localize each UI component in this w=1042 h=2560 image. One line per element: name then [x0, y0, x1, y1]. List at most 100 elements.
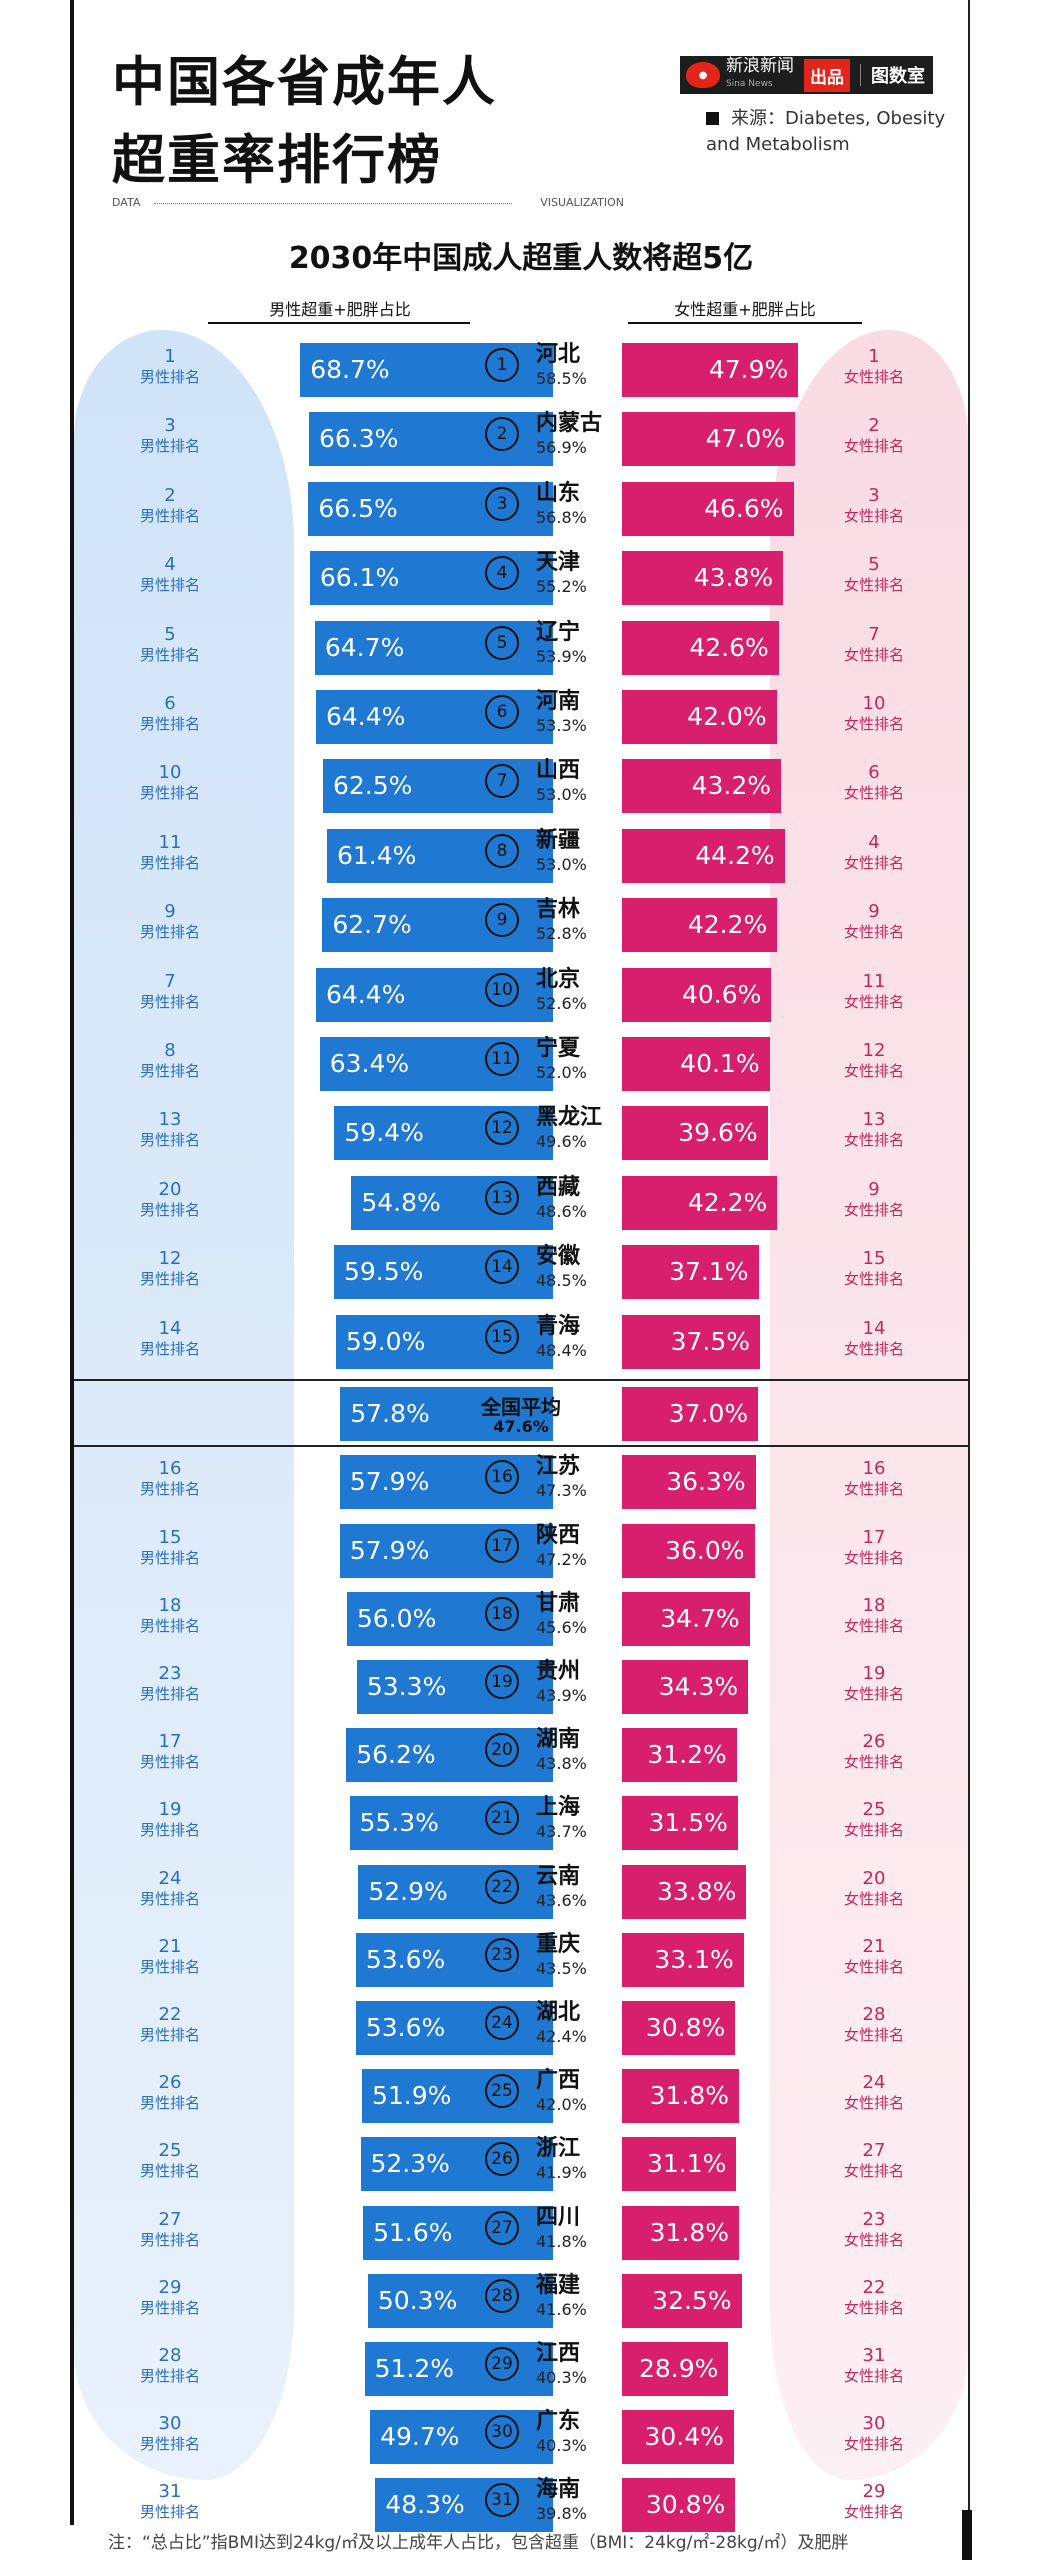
male-value-label: 59.5%	[344, 1257, 424, 1287]
table-row: 57.9% 15 男性排名 17 陕西 47.2% 36.0% 17 女性排名	[74, 1521, 968, 1581]
province-name: 天津	[536, 550, 581, 576]
province-total: 53.3%	[536, 716, 587, 735]
female-silhouette-background	[770, 330, 968, 2480]
table-row: 64.4% 6 男性排名 6 河南 53.3% 42.0% 10 女性排名	[74, 687, 968, 747]
male-rank: 16 男性排名	[132, 1458, 208, 1498]
female-rank: 29 女性排名	[834, 2481, 914, 2521]
female-rank-label: 女性排名	[843, 2367, 904, 2385]
male-rank: 7 男性排名	[132, 971, 208, 1011]
table-row: 53.6% 21 男性排名 23 重庆 43.5% 33.1% 21 女性排名	[74, 1930, 968, 1990]
female-rank: 21 女性排名	[834, 1936, 914, 1976]
female-rank-number: 4	[868, 831, 880, 853]
province-total: 53.0%	[536, 785, 587, 805]
province-total: 58.5%	[536, 369, 587, 388]
table-row: 50.3% 29 男性排名 28 福建 41.6% 32.5% 22 女性排名	[74, 2271, 968, 2331]
female-rank-label: 女性排名	[843, 1131, 904, 1150]
male-rank-number: 7	[164, 970, 176, 992]
province-name: 山西	[536, 758, 581, 784]
female-rank-label: 女性排名	[843, 1270, 904, 1289]
female-value-label: 43.2%	[691, 771, 771, 801]
male-rank: 22 男性排名	[132, 2004, 208, 2044]
male-value-label: 68.7%	[310, 355, 390, 384]
province-name: 湖南	[536, 1727, 581, 1753]
order-number: 15	[485, 1319, 519, 1354]
male-rank-number: 15	[158, 1526, 182, 1548]
female-value-label: 47.0%	[705, 424, 785, 454]
female-value-label: 42.2%	[687, 1187, 768, 1217]
province-total: 52.8%	[536, 924, 587, 944]
female-rank-label: 女性排名	[843, 2298, 904, 2317]
order-number: 7	[485, 764, 519, 799]
male-bar: 56.0%	[346, 1591, 553, 1646]
male-rank-number: 30	[158, 2413, 182, 2435]
male-rank-number: 24	[158, 1867, 182, 1889]
table-row: 49.7% 30 男性排名 30 广东 40.3% 30.4% 30 女性排名	[74, 2407, 968, 2467]
order-number: 14	[485, 1250, 519, 1285]
female-value-label: 42.2%	[687, 910, 768, 940]
table-row: 66.3% 3 男性排名 2 内蒙古 56.9% 47.0% 2 女性排名	[74, 409, 968, 469]
table-row: 61.4% 11 男性排名 8 新疆 53.0% 44.2% 4 女性排名	[74, 826, 968, 886]
female-rank: 9 女性排名	[834, 1179, 914, 1219]
female-rank-number: 15	[862, 1248, 886, 1270]
average-bottom-rule	[74, 1445, 968, 1447]
male-rank-label: 男性排名	[139, 1062, 200, 1080]
female-value-label: 31.5%	[648, 1808, 728, 1838]
province-total: 53.0%	[536, 854, 587, 874]
province-name: 江苏	[536, 1454, 581, 1480]
male-rank: 31 男性排名	[132, 2481, 208, 2521]
female-rank: 12 女性排名	[834, 1040, 914, 1080]
female-rank: 2 女性排名	[834, 415, 914, 455]
chart-title: 2030年中国成人超重人数将超5亿	[288, 241, 754, 276]
male-rank-label: 男性排名	[139, 506, 200, 525]
female-rank: 31 女性排名	[834, 2345, 914, 2385]
male-rank-label: 男性排名	[139, 437, 200, 456]
male-value-label: 63.4%	[329, 1049, 410, 1078]
female-rank-label: 女性排名	[843, 715, 904, 733]
male-bar: 49.7%	[370, 2410, 553, 2465]
order-number: 28	[485, 2278, 519, 2313]
male-bar: 51.2%	[364, 2342, 553, 2396]
male-value-label: 66.5%	[318, 493, 398, 523]
male-rank-number: 8	[164, 1040, 176, 1061]
male-rank: 28 男性排名	[132, 2345, 208, 2385]
table-row: 59.0% 14 男性排名 15 青海 48.4% 37.5% 14 女性排名	[74, 1312, 968, 1372]
province-name: 甘肃	[536, 1590, 581, 1616]
left-frame-line	[70, 0, 74, 2525]
male-bar: 59.5%	[334, 1245, 553, 1300]
male-bar: 52.3%	[360, 2137, 553, 2192]
female-bar: 31.2%	[622, 1728, 737, 1783]
male-value-label: 57.9%	[349, 1467, 430, 1497]
female-rank-number: 11	[862, 970, 886, 992]
female-rank-number: 5	[868, 554, 880, 576]
province-total: 49.6%	[536, 1132, 587, 1152]
female-rank-label: 女性排名	[843, 2435, 904, 2454]
male-rank: 24 男性排名	[132, 1868, 208, 1908]
female-rank-number: 3	[868, 484, 880, 506]
female-rank-number: 29	[862, 2481, 886, 2503]
female-value-label: 40.1%	[680, 1049, 760, 1078]
province-name: 湖北	[536, 2000, 581, 2025]
female-value-label: 42.0%	[687, 702, 767, 731]
female-rank: 10 女性排名	[834, 693, 914, 733]
page-title: 中国各省成年人 超重率排行榜	[112, 44, 497, 200]
male-rank-label: 男性排名	[139, 1548, 200, 1567]
female-rank: 28 女性排名	[834, 2004, 914, 2044]
male-rank-label: 男性排名	[139, 1131, 200, 1150]
female-rank-label: 女性排名	[843, 2162, 904, 2181]
male-rank: 17 男性排名	[132, 1731, 208, 1771]
male-bar: 57.9%	[339, 1455, 553, 1510]
male-value-label: 53.6%	[365, 1944, 446, 1974]
male-rank-number: 23	[158, 1663, 182, 1684]
province-name: 陕西	[536, 1522, 581, 1548]
male-rank: 4 男性排名	[132, 554, 208, 594]
female-rank: 13 女性排名	[834, 1109, 914, 1149]
province-total: 53.9%	[536, 646, 587, 666]
province-name: 江西	[536, 2341, 581, 2366]
order-number: 8	[485, 833, 519, 868]
order-number: 18	[485, 1596, 519, 1631]
female-rank-label: 女性排名	[843, 1200, 904, 1219]
province-total: 56.8%	[536, 507, 587, 527]
male-rank: 3 男性排名	[132, 415, 208, 455]
province-name: 北京	[536, 966, 581, 992]
order-number: 25	[485, 2074, 519, 2109]
